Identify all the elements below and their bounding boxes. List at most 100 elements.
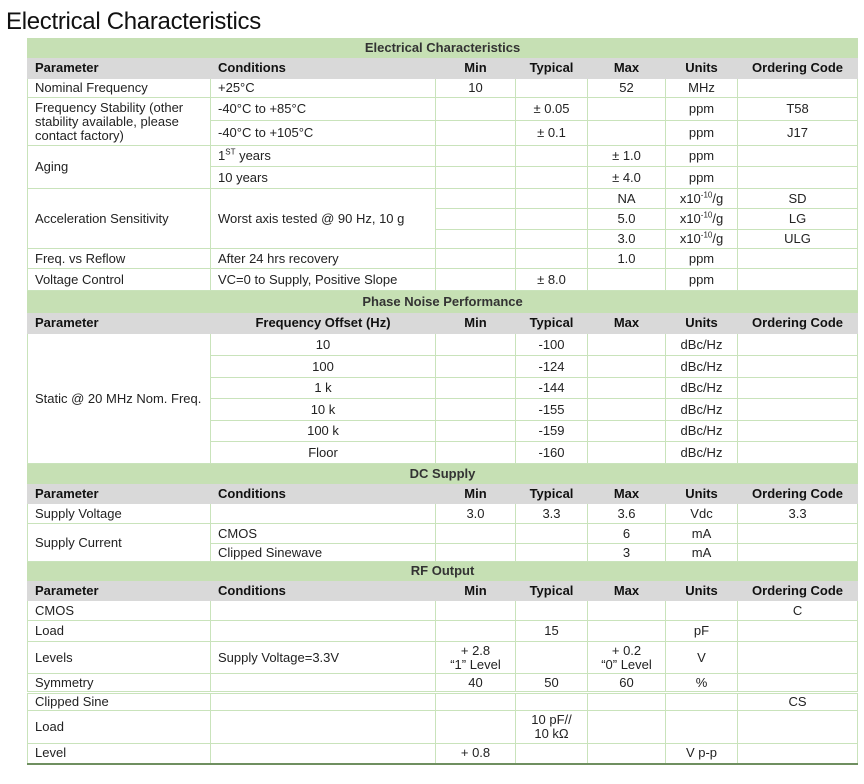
cell-max: NA — [587, 188, 666, 209]
column-header-conditions: Frequency Offset (Hz) — [210, 312, 436, 334]
cell-min — [435, 97, 516, 121]
cell-min — [435, 208, 516, 230]
table-row: 5.0 x10-10/g LG — [28, 208, 859, 230]
cell-ordering-code — [736, 398, 859, 421]
cell-max: 3 — [587, 543, 666, 562]
cell-ordering-code — [736, 355, 859, 378]
cell-conditions: +25°C — [210, 78, 436, 98]
column-header-units: Units — [665, 312, 738, 334]
cell-conditions — [210, 600, 436, 621]
column-header-conditions: Conditions — [210, 483, 436, 504]
cell-typical: -159 — [515, 420, 588, 442]
cell-min — [435, 248, 516, 269]
cell-min — [435, 377, 516, 399]
cell-parameter: Level — [27, 743, 211, 764]
table-row: 1 k -144 dBc/Hz — [28, 377, 859, 399]
cell-parameter: Load — [27, 620, 211, 642]
cell-conditions — [210, 673, 436, 694]
cell-ordering-code — [736, 710, 859, 744]
cell-ordering-code: ULG — [736, 229, 859, 249]
cell-typical: ± 0.05 — [515, 97, 588, 121]
table-row: Load 15 pF — [27, 620, 859, 642]
cell-min — [435, 543, 516, 562]
cell-conditions: 100 — [210, 355, 436, 378]
cell-ordering-code: T58 — [736, 97, 859, 121]
cell-conditions — [210, 710, 436, 744]
table-row: Floor -160 dBc/Hz — [28, 441, 859, 464]
cell-conditions: -40°C to +85°C — [210, 97, 436, 121]
cell-text: Supply Current — [35, 534, 122, 550]
cell-min — [435, 441, 516, 464]
column-header-conditions: Conditions — [210, 580, 436, 601]
cell-max: 60 — [587, 673, 666, 694]
column-header-row: Parameter Conditions Min Typical Max Units Ord… — [27, 483, 859, 504]
cell-parameter: Supply Voltage — [27, 503, 211, 524]
cell-parameter: Nominal Frequency — [27, 78, 211, 98]
cell-min — [435, 620, 516, 642]
cell-units: x10-10/g — [665, 188, 738, 209]
cell-parameter: Load — [27, 710, 211, 744]
column-header-parameter: Parameter — [27, 483, 211, 504]
column-header-max: Max — [587, 57, 666, 79]
cell-ordering-code: J17 — [736, 120, 859, 146]
cell-typical — [515, 229, 588, 249]
cell-ordering-code: 3.3 — [736, 503, 859, 524]
column-header-typical: Typical — [515, 580, 588, 601]
cell-typical — [515, 248, 588, 269]
cell-parameter: Frequency Stability (other stability ava… — [27, 97, 211, 146]
cell-min — [435, 188, 516, 209]
column-header-min: Min — [435, 57, 516, 79]
table-row: Static @ 20 MHz Nom. Freq. 10 -100 dBc/Hz — [27, 333, 859, 464]
superscript: ST — [225, 147, 236, 157]
cell-text: x10 — [679, 231, 701, 246]
cell-min — [435, 523, 516, 544]
cell-conditions: 1 k — [210, 377, 436, 399]
cell-typical — [515, 600, 588, 621]
cell-conditions: -40°C to +105°C — [210, 120, 436, 146]
cell-units — [665, 692, 738, 711]
cell-text-suffix: /g — [712, 211, 724, 226]
cell-max — [587, 743, 666, 764]
table-row: Load 10 pF//10 kΩ — [27, 710, 859, 744]
cell-parameter: Clipped Sine — [27, 692, 211, 711]
cell-parameter: Levels — [27, 641, 211, 674]
cell-typical — [515, 188, 588, 209]
cell-ordering-code: SD — [736, 188, 859, 209]
cell-ordering-code — [736, 248, 859, 269]
cell-max — [587, 398, 666, 421]
column-header-ordering-code: Ordering Code — [736, 483, 859, 504]
cell-typical — [515, 743, 588, 764]
table-row: Frequency Stability (other stability ava… — [27, 97, 859, 146]
cell-ordering-code — [736, 268, 859, 291]
column-header-min: Min — [435, 483, 516, 504]
superscript: -10 — [700, 190, 713, 200]
table-row: Freq. vs Reflow After 24 hrs recovery 1.0 p… — [27, 248, 859, 269]
cell-min — [435, 600, 516, 621]
column-header-ordering-code: Ordering Code — [736, 57, 859, 79]
cell-ordering-code — [736, 145, 859, 167]
cell-units: dBc/Hz — [665, 355, 738, 378]
cell-conditions — [210, 620, 436, 642]
cell-typical — [515, 166, 588, 189]
cell-text: Static @ 20 MHz Nom. Freq. — [35, 390, 202, 406]
table-row: Voltage Control VC=0 to Supply, Positive … — [27, 268, 859, 291]
cell-conditions: Floor — [210, 441, 436, 464]
cell-max — [587, 355, 666, 378]
cell-parameter: Supply Current — [27, 523, 211, 562]
cell-typical — [515, 523, 588, 544]
cell-min — [435, 398, 516, 421]
cell-typical: -124 — [515, 355, 588, 378]
cell-typical: ± 8.0 — [515, 268, 588, 291]
cell-typical — [515, 208, 588, 230]
cell-units — [665, 710, 738, 744]
cell-text: x10 — [679, 211, 701, 226]
cell-conditions: 10 — [210, 333, 436, 356]
cell-units: ppm — [665, 97, 738, 121]
cell-max: ± 1.0 — [587, 145, 666, 167]
cell-ordering-code — [736, 441, 859, 464]
cell-ordering-code — [736, 543, 859, 562]
cell-text: Acceleration Sensitivity — [35, 210, 169, 226]
cell-max: 6 — [587, 523, 666, 544]
cell-parameter: Static @ 20 MHz Nom. Freq. — [27, 333, 211, 464]
cell-max: ± 4.0 — [587, 166, 666, 189]
